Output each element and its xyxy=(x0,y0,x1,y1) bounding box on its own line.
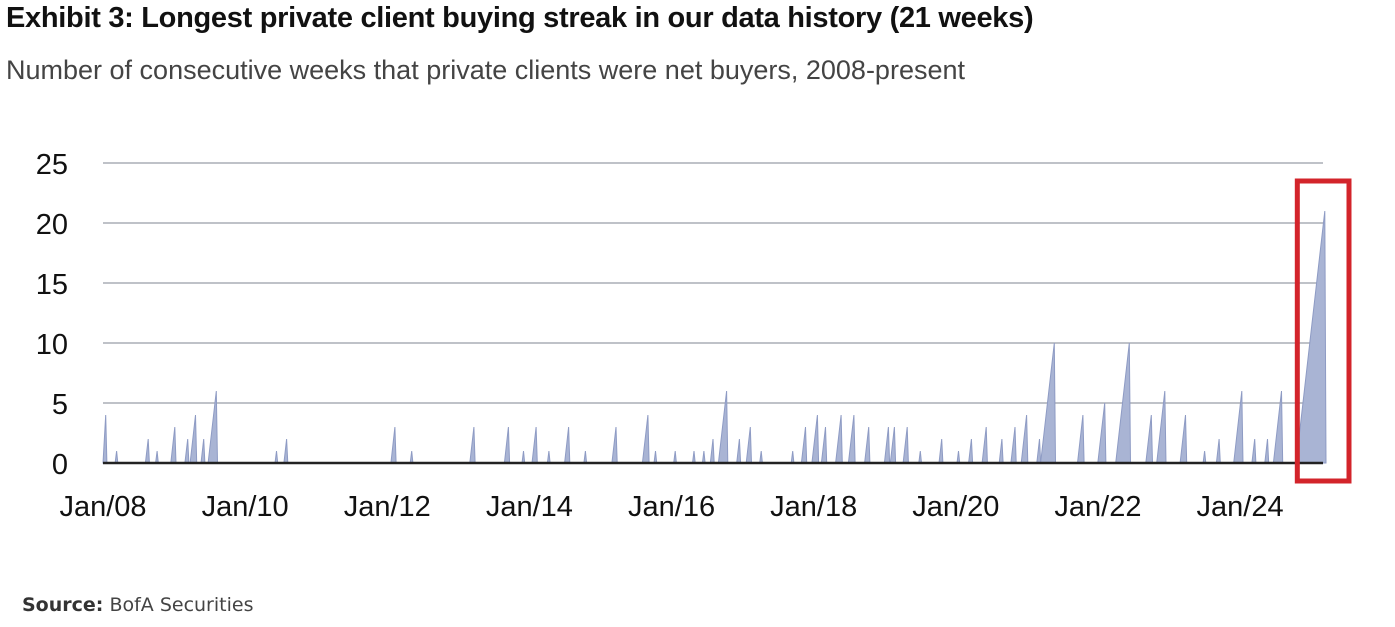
streak-52 xyxy=(1076,414,1085,464)
streak-32 xyxy=(790,450,795,464)
x-tick-label: Jan/18 xyxy=(770,491,857,523)
streak-6 xyxy=(184,438,190,464)
streak-25 xyxy=(691,450,696,464)
streak-41 xyxy=(902,426,909,464)
streak-23 xyxy=(653,450,658,464)
streak-27 xyxy=(709,438,715,464)
streak-17 xyxy=(531,426,538,464)
streak-37 xyxy=(847,414,856,464)
streak-30 xyxy=(745,426,753,464)
x-tick-label: Jan/20 xyxy=(912,491,999,523)
streak-39 xyxy=(883,426,891,464)
streak-45 xyxy=(968,438,974,464)
streak-53 xyxy=(1097,402,1107,464)
streak-38 xyxy=(864,426,871,464)
streak-12 xyxy=(390,426,397,464)
streak-8 xyxy=(200,438,206,464)
streak-26 xyxy=(701,450,706,464)
streak-46 xyxy=(981,426,988,464)
x-tick-label: Jan/22 xyxy=(1054,491,1141,523)
streak-1 xyxy=(102,414,108,464)
streak-7 xyxy=(189,414,198,464)
streak-34 xyxy=(811,414,820,464)
streak-29 xyxy=(736,438,742,464)
streak-65 xyxy=(1295,210,1327,464)
x-tick-label: Jan/14 xyxy=(486,491,573,523)
streak-43 xyxy=(938,438,944,464)
chart-subtitle: Number of consecutive weeks that private… xyxy=(6,55,965,85)
streak-35 xyxy=(820,426,828,464)
source-text: BofA Securities xyxy=(109,594,254,616)
streak-20 xyxy=(583,450,588,464)
streak-19 xyxy=(564,426,571,464)
x-tick-label: Jan/08 xyxy=(59,491,146,523)
streak-chart: 0 5 10 15 20 25 Jan/08 Jan/10 Jan/12 Jan/14 Jan/16… xyxy=(36,149,1352,523)
streak-60 xyxy=(1233,390,1244,464)
streak-50 xyxy=(1036,438,1042,464)
streak-63 xyxy=(1272,390,1284,464)
streak-56 xyxy=(1156,390,1167,464)
streak-47 xyxy=(998,438,1004,464)
y-tick-label: 0 xyxy=(52,449,68,481)
streak-5 xyxy=(170,426,177,464)
y-tick-label: 20 xyxy=(36,209,68,241)
x-tick-label: Jan/12 xyxy=(344,491,431,523)
streak-58 xyxy=(1202,450,1207,464)
streak-61 xyxy=(1251,438,1257,464)
y-tick-label: 15 xyxy=(36,269,68,301)
streak-48 xyxy=(1010,426,1017,464)
streak-4 xyxy=(155,450,159,464)
streak-22 xyxy=(641,414,650,464)
streak-33 xyxy=(800,426,808,464)
streak-18 xyxy=(546,450,551,464)
y-tick-label: 10 xyxy=(36,329,68,361)
streak-21 xyxy=(611,426,618,464)
streak-40 xyxy=(889,426,897,464)
highlight-box xyxy=(1294,178,1352,484)
streak-11 xyxy=(283,438,289,464)
streak-36 xyxy=(835,414,843,464)
streak-55 xyxy=(1145,414,1154,464)
streak-13 xyxy=(409,450,414,464)
streak-10 xyxy=(274,450,279,464)
streak-16 xyxy=(521,450,526,464)
streak-9 xyxy=(207,390,219,464)
streak-31 xyxy=(759,450,763,464)
streak-62 xyxy=(1264,438,1270,464)
streak-3 xyxy=(144,438,150,464)
streak-28 xyxy=(717,390,729,464)
chart-title: Exhibit 3: Longest private client buying… xyxy=(6,2,1034,34)
streak-2 xyxy=(114,450,119,464)
x-tick-label: Jan/24 xyxy=(1197,491,1284,523)
streak-49 xyxy=(1020,414,1029,464)
streak-14 xyxy=(469,426,476,464)
x-tick-label: Jan/10 xyxy=(202,491,289,523)
streak-57 xyxy=(1179,414,1188,464)
source-note: Source: BofA Securities xyxy=(22,594,253,616)
streak-15 xyxy=(503,426,511,464)
y-tick-label: 5 xyxy=(52,389,68,421)
source-label: Source: xyxy=(22,594,104,616)
streak-44 xyxy=(956,450,961,464)
streak-24 xyxy=(673,450,677,464)
x-tick-label: Jan/16 xyxy=(628,491,715,523)
streak-59 xyxy=(1215,438,1221,464)
y-tick-label: 25 xyxy=(36,149,68,181)
streak-42 xyxy=(918,450,923,464)
